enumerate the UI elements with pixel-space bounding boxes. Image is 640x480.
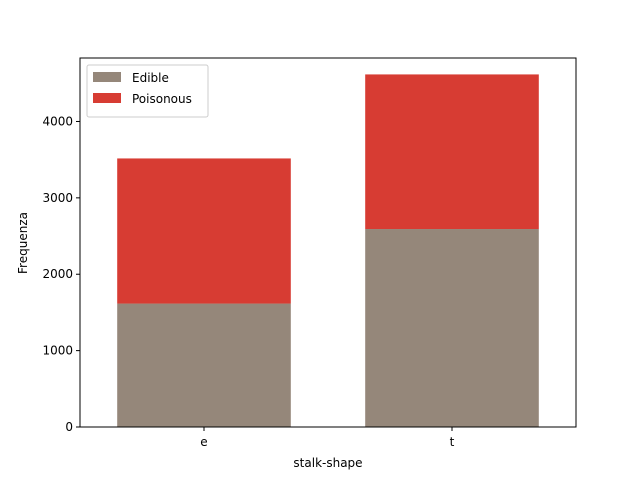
- legend-swatch-poisonous: [93, 93, 121, 103]
- y-tick-label: 2000: [42, 267, 73, 281]
- bar-edible-t: [365, 229, 539, 427]
- y-tick-label: 4000: [42, 114, 73, 128]
- bar-edible-e: [117, 303, 291, 427]
- y-tick-label: 3000: [42, 191, 73, 205]
- legend-label-poisonous: Poisonous: [132, 92, 192, 106]
- y-tick-label: 1000: [42, 344, 73, 358]
- bar-poisonous-e: [117, 158, 291, 304]
- legend-swatch-edible: [93, 72, 121, 82]
- x-tick-label: t: [450, 435, 455, 449]
- ticks-layer: 0 1000 2000 3000 4000 e t: [42, 114, 454, 449]
- legend-label-edible: Edible: [132, 71, 169, 85]
- axes-layer: [79, 57, 577, 428]
- x-tick-label: e: [200, 435, 207, 449]
- y-tick-label: 0: [65, 420, 73, 434]
- bars-layer: [117, 74, 539, 427]
- plot-frame: [79, 57, 577, 428]
- bar-poisonous-t: [365, 74, 539, 230]
- y-axis-label: Frequenza: [16, 212, 30, 274]
- x-axis-label: stalk-shape: [293, 456, 362, 470]
- legend: Edible Poisonous: [86, 64, 209, 118]
